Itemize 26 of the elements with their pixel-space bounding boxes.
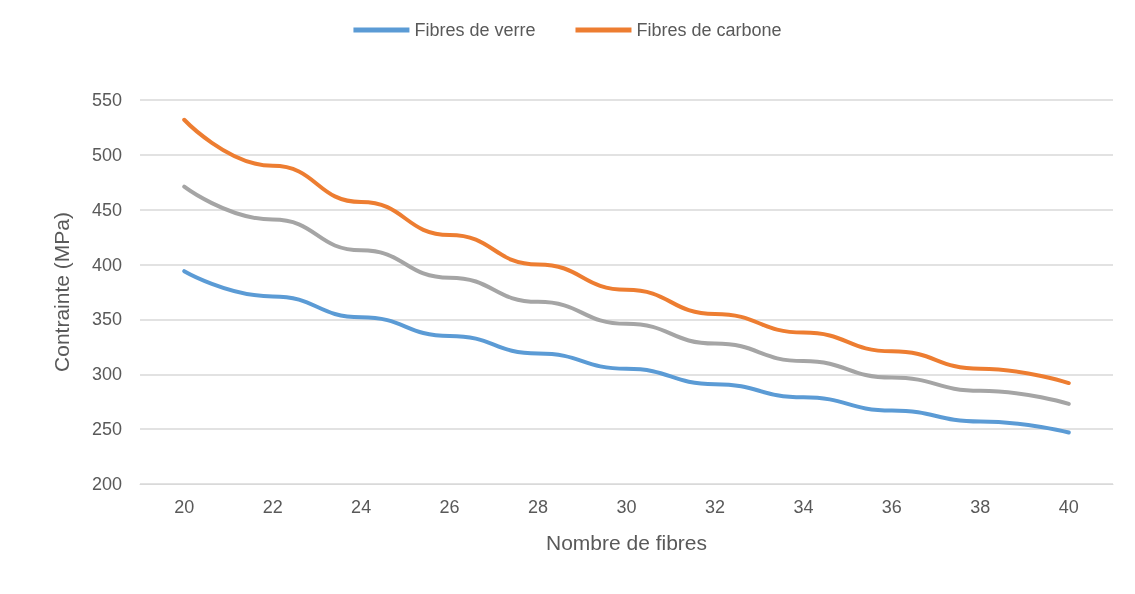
y-tick-label: 400 (91, 254, 122, 275)
line-series (182, 184, 1071, 406)
y-tick-label: 300 (91, 364, 122, 385)
x-tick-label: 38 (970, 497, 991, 517)
x-tick-label: 26 (439, 497, 460, 517)
y-tick-label: 350 (91, 309, 122, 330)
legend-label: Fibres de verre (414, 20, 536, 40)
x-tick-label: 36 (881, 497, 902, 517)
y-tick-label: 450 (91, 199, 122, 220)
y-tick-label: 500 (91, 144, 122, 165)
x-axis-title: Nombre de fibres (545, 531, 708, 554)
y-tick-label: 250 (91, 419, 122, 440)
x-tick-label: 20 (174, 497, 195, 517)
x-tick-label: 40 (1058, 497, 1079, 517)
y-axis-title: Contrainte (MPa) (50, 212, 73, 372)
x-tick-label: 32 (704, 497, 725, 517)
line-series (182, 117, 1071, 386)
y-tick-label: 200 (91, 474, 122, 494)
x-tick-label: 22 (262, 497, 283, 517)
x-tick-label: 28 (528, 497, 549, 517)
x-tick-label: 24 (351, 497, 372, 517)
x-tick-label: 30 (616, 497, 637, 517)
y-tick-label: 550 (91, 90, 122, 110)
line-series (182, 269, 1071, 435)
x-tick-label: 34 (793, 497, 814, 517)
legend-label: Fibres de carbone (636, 20, 782, 40)
